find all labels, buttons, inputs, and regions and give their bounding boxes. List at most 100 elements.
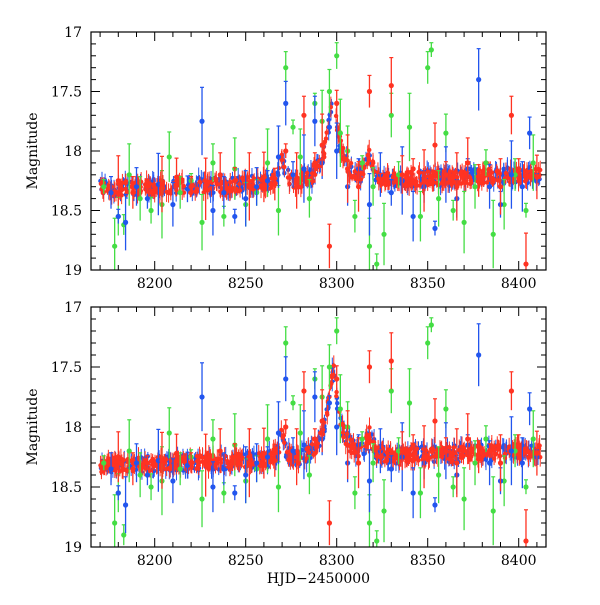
cloud-point [404, 176, 409, 181]
cloud-point [501, 166, 506, 172]
data-point [395, 448, 402, 454]
cloud-point [528, 172, 533, 178]
cloud-point [214, 177, 219, 182]
data-point [381, 231, 387, 237]
cloud-point [406, 457, 411, 462]
data-point [527, 406, 533, 412]
data-point [381, 508, 387, 514]
cloud-point [489, 443, 495, 448]
data-point [530, 160, 536, 166]
cloud-point [341, 434, 346, 440]
cloud-point [500, 445, 505, 450]
data-point [115, 454, 121, 460]
data-point [264, 160, 271, 166]
cloud-point [460, 174, 465, 179]
y-tick-label: 18 [64, 420, 82, 436]
data-point [312, 160, 318, 166]
data-point [527, 130, 533, 136]
x-tick-label: 8200 [137, 276, 173, 292]
data-point [377, 454, 383, 460]
data-point [512, 172, 518, 178]
data-point [454, 184, 460, 190]
data-point [217, 172, 223, 178]
data-point [264, 436, 271, 442]
cloud-point [451, 445, 457, 450]
plot-area-bottom [98, 317, 543, 547]
data-point [399, 448, 405, 454]
data-point [306, 472, 312, 478]
data-point [155, 458, 161, 464]
data-point [210, 207, 216, 214]
data-point [137, 196, 143, 202]
data-point [290, 172, 296, 178]
data-point [221, 190, 227, 196]
data-point [312, 118, 318, 124]
x-tick-label: 8350 [410, 553, 446, 569]
cloud-point [334, 393, 339, 399]
data-point [294, 454, 300, 460]
data-point [210, 436, 216, 442]
cloud-point [414, 446, 420, 451]
cloud-point [230, 186, 236, 191]
data-point [199, 496, 205, 502]
data-point [121, 532, 127, 538]
cloud-point [197, 453, 203, 458]
data-point [264, 178, 271, 184]
data-point [334, 148, 340, 154]
y-tick-label: 18.5 [51, 204, 82, 220]
data-point [523, 538, 529, 544]
panel-top: 8200 8250 8300 8350 8400 17 17.5 18 18.5 19 Magnit… [25, 25, 547, 292]
data-point [377, 178, 383, 184]
data-point [501, 478, 507, 484]
cloud-point [123, 186, 128, 192]
data-point [366, 201, 373, 208]
data-point [534, 450, 540, 456]
cloud-point [434, 170, 440, 175]
x-tick-label: 8300 [319, 276, 355, 292]
cloud-point [225, 459, 230, 464]
data-point [144, 460, 151, 466]
data-point [283, 424, 289, 430]
data-point [428, 47, 434, 53]
cloud-point [427, 455, 432, 461]
data-point [301, 166, 307, 172]
cloud-point [125, 468, 130, 473]
data-point [283, 376, 289, 382]
cloud-point [285, 175, 291, 180]
data-point [443, 406, 449, 412]
data-point [126, 448, 132, 454]
data-point [177, 190, 183, 196]
data-point [476, 77, 482, 83]
data-point [406, 124, 413, 130]
data-point [326, 364, 333, 370]
cloud-point [235, 188, 240, 194]
x-tick-label: 8400 [501, 276, 537, 292]
data-point [217, 448, 223, 454]
data-point [144, 472, 151, 478]
cloud-point [416, 169, 421, 175]
cloud-point [429, 180, 435, 185]
data-point [203, 186, 209, 192]
data-point [148, 207, 154, 214]
data-point [388, 82, 394, 89]
cloud-point [263, 463, 268, 468]
data-point [326, 88, 333, 95]
data-point [301, 388, 307, 394]
cloud-point [502, 451, 508, 456]
cloud-point [228, 179, 233, 185]
data-point [465, 160, 471, 166]
data-point [519, 184, 525, 190]
cloud-point [271, 448, 277, 453]
data-point [374, 538, 380, 544]
data-point [508, 388, 515, 394]
cloud-point [177, 180, 182, 186]
cloud-point [536, 167, 541, 172]
data-point [199, 118, 205, 124]
data-point [275, 430, 282, 436]
cloud-point [106, 460, 112, 466]
data-point [388, 466, 394, 472]
data-point [272, 181, 278, 187]
data-point [275, 484, 282, 490]
